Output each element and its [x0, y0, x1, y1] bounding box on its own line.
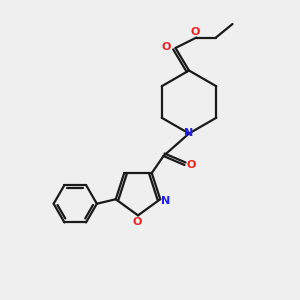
Text: O: O: [133, 217, 142, 227]
Text: N: N: [184, 128, 194, 139]
Text: O: O: [162, 41, 171, 52]
Text: O: O: [186, 160, 196, 170]
Text: N: N: [161, 196, 170, 206]
Text: O: O: [190, 27, 200, 37]
